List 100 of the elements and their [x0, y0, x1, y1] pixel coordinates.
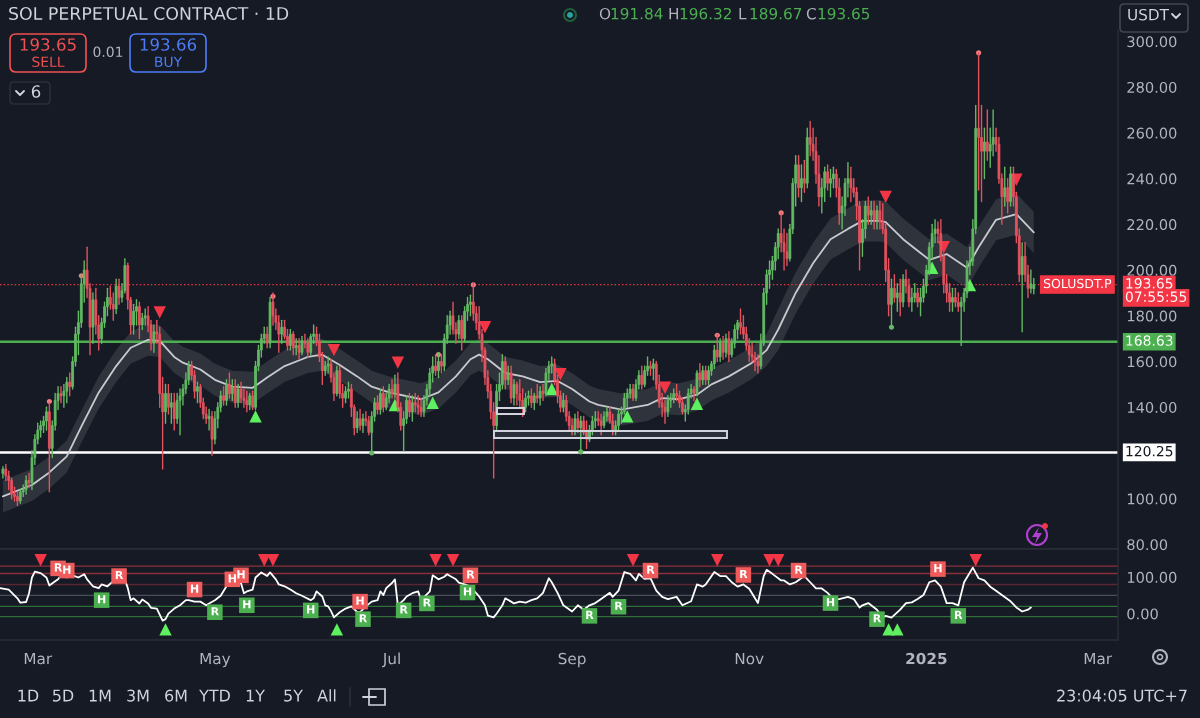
candlestick	[460, 315, 464, 351]
annotation: 193.66	[140, 38, 197, 51]
point	[891, 623, 904, 636]
candlestick	[878, 200, 882, 230]
candlestick	[797, 155, 800, 198]
candlestick	[535, 383, 539, 404]
candlestick	[707, 365, 710, 386]
candlestick	[419, 397, 423, 418]
candlestick	[225, 379, 228, 406]
candlestick	[376, 395, 379, 415]
text: 5D	[53, 689, 74, 702]
candlestick	[524, 392, 527, 413]
annotation: BUY	[155, 56, 183, 68]
y-tick-label: 0.00	[1127, 608, 1158, 620]
point	[626, 554, 640, 567]
candlestick	[132, 303, 135, 335]
point	[690, 397, 704, 411]
candlestick	[956, 292, 960, 312]
point	[554, 367, 567, 381]
candlestick	[785, 232, 789, 267]
data-label: H	[934, 564, 942, 573]
point	[34, 554, 47, 567]
candlestick	[727, 331, 731, 363]
data-label: R	[115, 571, 124, 580]
candlestick	[379, 388, 382, 415]
candlestick	[573, 413, 577, 436]
candlestick	[983, 127, 986, 180]
text: C193.65	[806, 7, 870, 20]
ref-line-label: 168.63	[1126, 335, 1173, 346]
candlestick	[826, 164, 829, 191]
data-label: R	[359, 614, 368, 623]
point	[249, 410, 262, 423]
candlestick	[1003, 166, 1007, 207]
data-label: R	[400, 605, 408, 614]
point	[446, 554, 460, 567]
candlestick	[233, 379, 237, 408]
data-label: R	[615, 601, 623, 610]
candlestick	[68, 372, 72, 397]
point	[882, 623, 895, 636]
text: 5Y	[284, 689, 303, 702]
candlestick	[172, 392, 176, 431]
point	[429, 554, 442, 567]
candlestick	[901, 273, 905, 308]
data-label: H	[356, 596, 364, 605]
text: H196.32	[669, 7, 731, 20]
point	[711, 554, 724, 567]
annotation: 6	[31, 85, 41, 98]
y-tick-label: 160.00	[1127, 356, 1177, 368]
text: 1D	[18, 689, 39, 702]
data-label: R	[54, 563, 63, 572]
y-tick-label: 140.00	[1127, 401, 1177, 413]
candlestick	[47, 401, 51, 493]
data-label: H	[63, 565, 71, 574]
candlestick	[1009, 166, 1012, 207]
annotation: 0.01	[93, 46, 123, 58]
y-tick-label: 280.00	[1127, 81, 1177, 93]
candlestick	[721, 335, 725, 360]
candlestick	[541, 383, 545, 402]
point	[46, 398, 52, 405]
candlestick	[849, 166, 853, 203]
point	[969, 554, 982, 567]
candlestick	[866, 196, 870, 226]
candlestick	[306, 337, 310, 358]
candlestick	[872, 200, 876, 230]
y-tick-label: 240.00	[1127, 173, 1177, 185]
x-tick-label: Jul	[382, 652, 400, 668]
point	[658, 381, 672, 395]
candlestick	[756, 353, 760, 374]
candlestick	[300, 335, 304, 356]
ref-line-label: 120.25	[1126, 445, 1173, 457]
candlestick	[222, 385, 225, 406]
candlestick	[289, 328, 292, 351]
y-tick-label: 100.00	[1127, 571, 1177, 583]
chart-title: SOL PERPETUAL CONTRACT · 1D	[9, 6, 289, 21]
text: YTD	[199, 689, 230, 702]
candlestick	[503, 356, 507, 390]
text: L189.67	[739, 7, 802, 20]
point	[153, 306, 166, 319]
data-label: H	[190, 584, 199, 593]
candlestick	[561, 392, 565, 413]
candlestick	[152, 324, 156, 354]
text: 1M	[89, 689, 111, 702]
text: 3M	[127, 689, 149, 702]
text: 6M	[165, 689, 187, 702]
candlestick	[358, 408, 362, 431]
data-label: R	[955, 610, 963, 619]
candlestick	[649, 360, 652, 376]
candlestick	[335, 365, 339, 397]
candlestick	[829, 168, 832, 198]
point	[478, 321, 492, 334]
candlestick	[434, 353, 437, 376]
data-label: H	[237, 570, 245, 579]
data-label: R	[467, 570, 475, 579]
candlestick	[695, 369, 699, 397]
text: 23:04:05 UTC+7	[1057, 689, 1187, 702]
y-tick-label: 260.00	[1127, 127, 1177, 139]
text: All	[317, 689, 336, 702]
data-label: H	[463, 587, 472, 596]
candlestick	[367, 415, 371, 436]
candlestick	[178, 388, 182, 436]
